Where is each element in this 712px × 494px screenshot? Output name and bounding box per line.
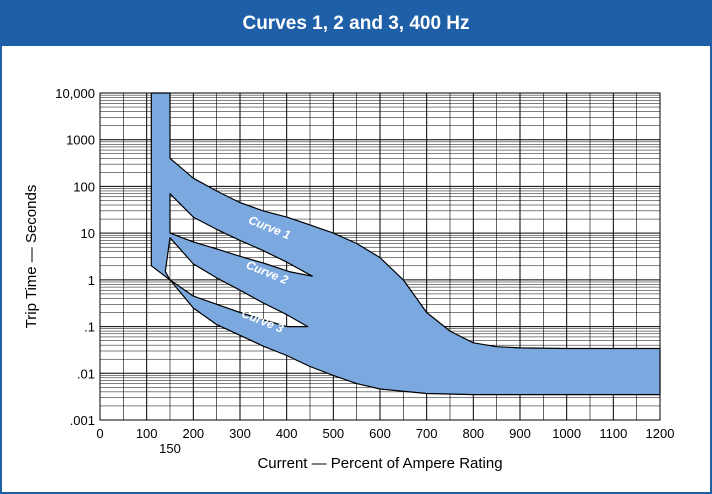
x-tick-label: 500 <box>322 426 344 441</box>
y-tick-label: .001 <box>70 413 95 428</box>
x-tick-label: 1200 <box>646 426 675 441</box>
x-tick-label: 700 <box>416 426 438 441</box>
y-tick-label: 1 <box>88 273 95 288</box>
x-tick-label-150: 150 <box>159 441 181 456</box>
chart-title: Curves 1, 2 and 3, 400 Hz <box>2 2 710 46</box>
x-tick-label: 800 <box>462 426 484 441</box>
x-tick-label: 300 <box>229 426 251 441</box>
x-tick-label: 100 <box>136 426 158 441</box>
plot-border <box>99 92 661 421</box>
curve-bands <box>150 92 661 396</box>
x-tick-label: 1000 <box>552 426 581 441</box>
x-tick-label: 900 <box>509 426 531 441</box>
x-axis-label: Current — Percent of Ampere Rating <box>257 455 502 472</box>
y-tick-label: 1000 <box>66 133 95 148</box>
y-tick-label: .01 <box>77 366 95 381</box>
y-axis-label: Trip Time — Seconds <box>23 185 40 329</box>
trip-band <box>150 92 661 396</box>
x-tick-label: 200 <box>182 426 204 441</box>
x-tick-label: 1100 <box>599 426 627 441</box>
y-tick-label: 10 <box>81 226 95 241</box>
y-tick-label: 10,000 <box>55 86 95 101</box>
x-tick-label: 600 <box>369 426 391 441</box>
y-tick-label: 100 <box>73 179 95 194</box>
x-tick-label: 0 <box>96 426 103 441</box>
y-tick-label: .1 <box>84 320 95 335</box>
x-tick-label: 400 <box>276 426 298 441</box>
tick-labels: 0 100 200 300 400 500 600 700 800 900 1000 1100 1200… <box>55 86 674 456</box>
